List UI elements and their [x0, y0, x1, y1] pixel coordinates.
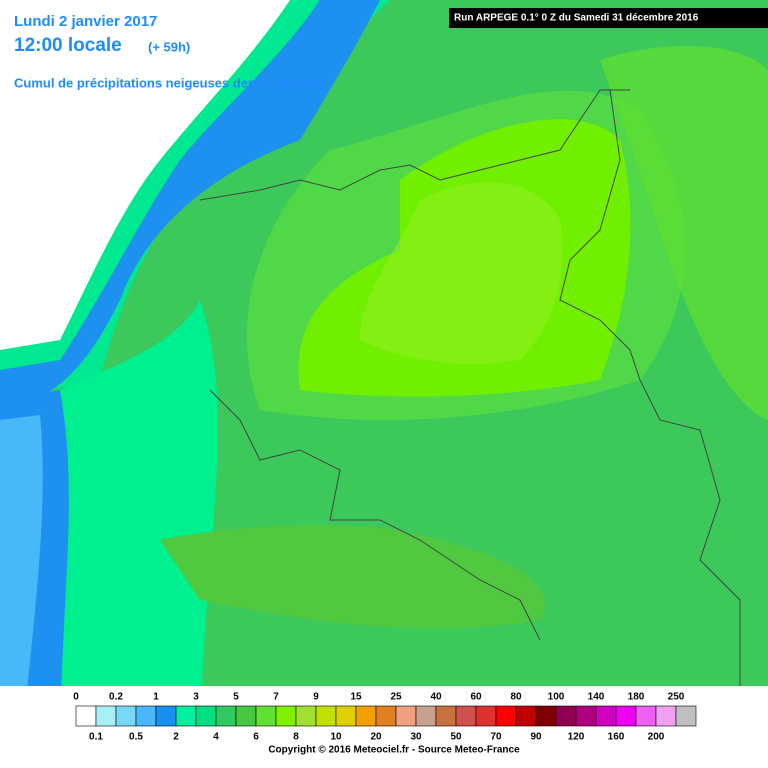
legend-label: 140: [588, 692, 605, 703]
date: Lundi 2 janvier 2017: [14, 13, 157, 30]
run: Run ARPEGE 0.1° 0 Z du Samedi 31 décembr…: [454, 13, 699, 24]
legend-swatch: [415, 705, 437, 727]
zone-lightblue: [0, 415, 43, 768]
border: [209, 389, 541, 641]
legend-label: 80: [510, 692, 522, 703]
legend-swatch: [295, 705, 317, 727]
product: Cumul de précipitations neigeuses depuis…: [14, 75, 325, 90]
lead: (+ 59h): [148, 39, 190, 54]
legend-swatch: [115, 705, 137, 727]
legend-label: 180: [628, 692, 645, 703]
legend-swatch: [515, 705, 537, 727]
legend-label: 0.5: [129, 732, 143, 743]
legend-label: 60: [470, 692, 482, 703]
legend-swatch: [675, 705, 697, 727]
zone-yellowgreen: [360, 182, 563, 364]
legend-swatch: [455, 705, 477, 727]
time: 12:00 locale: [14, 35, 122, 56]
run-box: [449, 8, 768, 28]
legend-label: 1: [153, 692, 159, 703]
legend-swatch: [275, 705, 297, 727]
legend-label: 30: [410, 732, 422, 743]
legend-label: 90: [530, 732, 542, 743]
legend-swatch: [595, 705, 617, 727]
legend-swatch: [235, 705, 257, 727]
legend-swatch: [395, 705, 417, 727]
legend-swatch: [155, 705, 177, 727]
legend-swatch: [635, 705, 657, 727]
legend-swatch: [135, 705, 157, 727]
legend-label: 100: [548, 692, 565, 703]
legend-swatch: [375, 705, 397, 727]
legend-swatch: [475, 705, 497, 727]
legend-label: 70: [490, 732, 502, 743]
legend-label: 0.2: [109, 692, 123, 703]
border: [199, 89, 630, 201]
legend-swatch: [215, 705, 237, 727]
legend-swatch: [495, 705, 517, 727]
legend-swatch: [75, 705, 97, 727]
legend-swatch: [535, 705, 557, 727]
zone-east: [600, 46, 768, 421]
border: [559, 89, 641, 381]
legend-label: 3: [193, 692, 199, 703]
legend-swatch: [335, 705, 357, 727]
sea: [0, 0, 290, 350]
legend-swatch: [175, 705, 197, 727]
legend-label: 160: [608, 732, 625, 743]
legend-swatch: [315, 705, 337, 727]
border: [639, 379, 741, 700]
legend-swatch: [555, 705, 577, 727]
legend-label: 8: [293, 732, 299, 743]
legend-label: 7: [273, 692, 279, 703]
legend-label: 15: [350, 692, 362, 703]
legend-swatch: [195, 705, 217, 727]
legend-label: 6: [253, 732, 259, 743]
legend-label: 2: [173, 732, 179, 743]
legend-label: 120: [568, 732, 585, 743]
legend-label: 9: [313, 692, 319, 703]
zone-cyan-south: [60, 300, 218, 768]
legend-label: 0.1: [89, 732, 103, 743]
legend-label: 40: [430, 692, 442, 703]
copyright: Copyright © 2016 Meteociel.fr - Source M…: [268, 745, 520, 756]
legend-label: 200: [648, 732, 665, 743]
legend-panel: [0, 686, 768, 768]
legend-label: 50: [450, 732, 462, 743]
legend-label: 10: [330, 732, 342, 743]
legend-label: 250: [668, 692, 685, 703]
legend-label: 20: [370, 732, 382, 743]
legend-swatch: [575, 705, 597, 727]
zone-blue: [0, 0, 380, 410]
legend-label: 4: [213, 732, 219, 743]
legend-label: 5: [233, 692, 239, 703]
legend-label: 25: [390, 692, 402, 703]
legend-swatch: [355, 705, 377, 727]
legend-swatch: [435, 705, 457, 727]
legend: 0 0.2 1 3 5 7 9 15 25 40 60 80 100 140 180 250 0.1 0.5 2 4 6…: [73, 692, 697, 743]
legend-label: 0: [73, 692, 79, 703]
legend-swatch: [655, 705, 677, 727]
legend-swatch: [95, 705, 117, 727]
legend-swatch: [255, 705, 277, 727]
legend-swatch: [615, 705, 637, 727]
zone-south-band: [160, 525, 546, 629]
